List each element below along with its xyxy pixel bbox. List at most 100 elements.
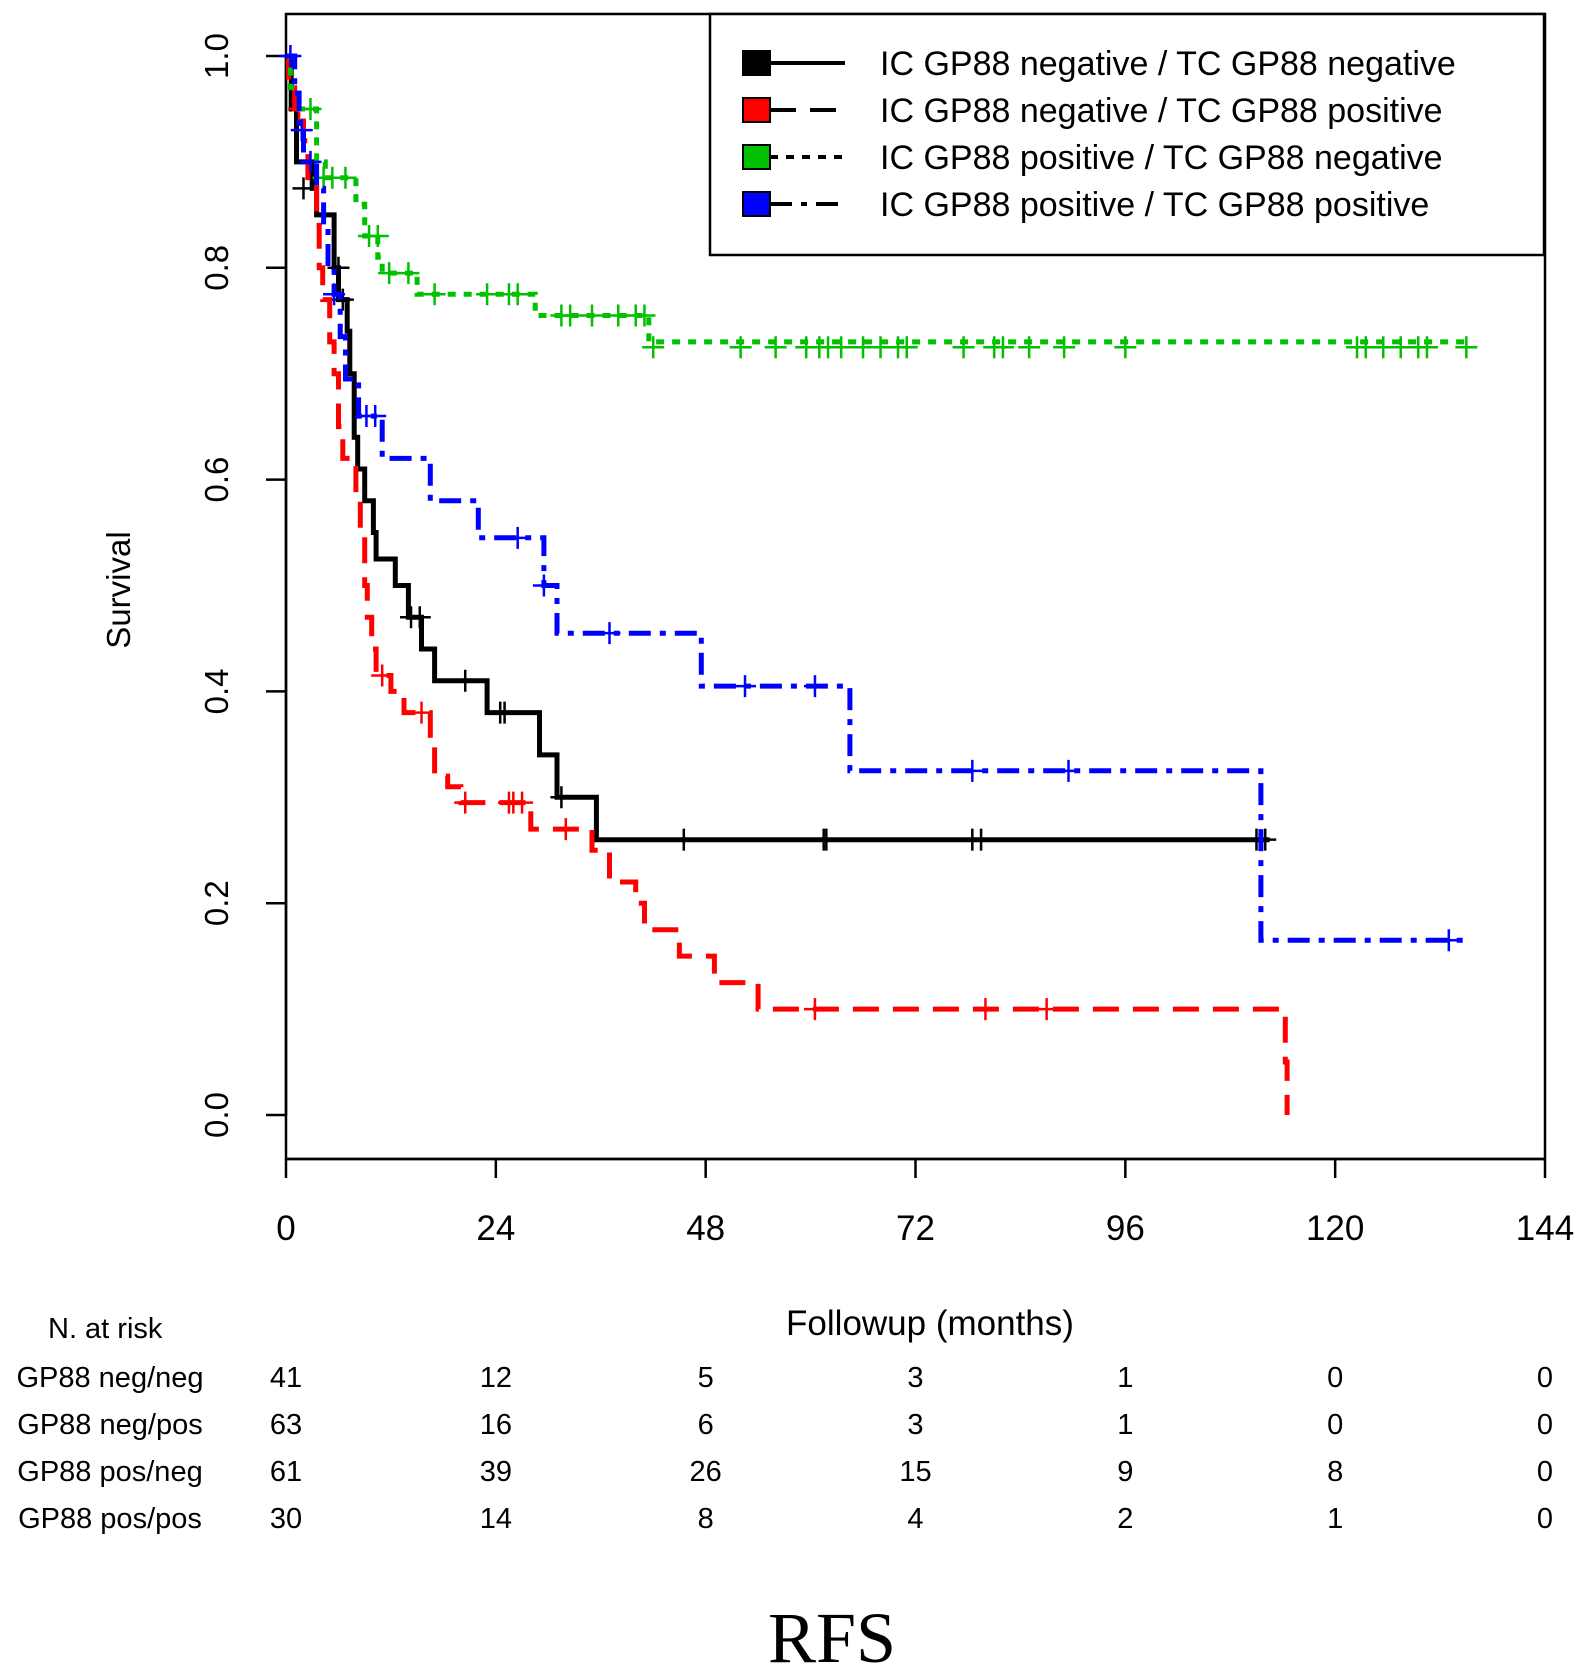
risk-value: 12 — [480, 1362, 512, 1394]
censor-mark — [371, 664, 394, 687]
risk-value: 39 — [480, 1456, 512, 1488]
x-tick-label-48: 48 — [686, 1209, 725, 1248]
x-tick-label-0: 0 — [276, 1209, 295, 1248]
censor-mark — [408, 606, 431, 629]
censor-mark — [970, 828, 993, 851]
censor-mark — [506, 526, 529, 549]
risk-value: 5 — [698, 1362, 714, 1394]
risk-value: 0 — [1537, 1362, 1553, 1394]
censor-mark — [299, 150, 322, 173]
legend-label: IC GP88 positive / TC GP88 negative — [880, 139, 1443, 177]
risk-value: 41 — [270, 1362, 302, 1394]
censor-mark — [290, 119, 313, 142]
legend-swatch — [742, 191, 771, 217]
risk-value: 16 — [480, 1409, 512, 1441]
legend-item-4: IC GP88 positive / TC GP88 positive — [742, 186, 1429, 224]
risk-row-label: GP88 pos/neg — [17, 1456, 202, 1488]
legend-item-2: IC GP88 negative / TC GP88 positive — [742, 92, 1443, 130]
legend-swatch — [742, 50, 771, 76]
legend-label: IC GP88 positive / TC GP88 positive — [880, 186, 1429, 224]
series-line-2 — [286, 53, 1290, 1115]
censor-mark — [1053, 336, 1076, 359]
censor-mark — [397, 262, 420, 285]
risk-value: 6 — [698, 1409, 714, 1441]
risk-value: 1 — [1117, 1409, 1133, 1441]
y-tick-labels: 0.0 0.2 0.4 0.6 0.8 1.0 — [198, 33, 235, 1138]
risk-value: 9 — [1117, 1456, 1133, 1488]
y-tick-label-4: 0.8 — [198, 245, 235, 291]
censor-mark — [364, 405, 387, 428]
censor-mark — [378, 262, 401, 285]
y-tick-label-1: 0.2 — [198, 880, 235, 926]
censor-mark — [734, 675, 757, 698]
legend-swatch — [742, 144, 771, 170]
censor-mark — [323, 283, 346, 306]
risk-value: 30 — [270, 1503, 302, 1535]
censor-mark — [1114, 336, 1137, 359]
risk-table-header: N. at risk — [48, 1313, 163, 1345]
risk-value: 4 — [907, 1503, 923, 1535]
censor-mark — [895, 336, 918, 359]
censor-mark — [1035, 998, 1058, 1021]
risk-value: 15 — [899, 1456, 931, 1488]
censor-mark — [1437, 929, 1460, 952]
censor-mark — [410, 701, 433, 724]
risk-row-label: GP88 neg/pos — [17, 1409, 202, 1441]
risk-row-4: GP88 pos/pos 30 14 8 4 2 1 0 — [18, 1503, 1553, 1535]
censor-mark — [729, 336, 752, 359]
censor-mark — [961, 759, 984, 782]
chart-title: RFS — [768, 1598, 896, 1678]
risk-value: 26 — [690, 1456, 722, 1488]
censor-mark — [581, 304, 604, 327]
risk-value: 0 — [1327, 1362, 1343, 1394]
legend-label: IC GP88 negative / TC GP88 negative — [880, 45, 1456, 83]
censor-mark — [952, 336, 975, 359]
series-4 — [279, 45, 1467, 952]
censor-mark — [642, 336, 665, 359]
censor-mark — [493, 701, 516, 724]
risk-value: 8 — [1327, 1456, 1343, 1488]
censor-mark — [550, 786, 573, 809]
y-tick-label-2: 0.4 — [198, 668, 235, 714]
censor-mark — [1254, 828, 1277, 851]
risk-value: 1 — [1117, 1362, 1133, 1394]
censor-mark — [1018, 336, 1041, 359]
y-tick-label-3: 0.6 — [198, 457, 235, 503]
x-tick-label-72: 72 — [896, 1209, 935, 1248]
censor-mark — [803, 998, 826, 1021]
censor-mark — [279, 45, 302, 67]
censor-mark — [476, 283, 499, 306]
legend-label: IC GP88 negative / TC GP88 positive — [880, 92, 1443, 130]
legend: IC GP88 negative / TC GP88 negative IC GP… — [708, 12, 1546, 257]
censor-mark — [299, 97, 322, 120]
risk-value: 61 — [270, 1456, 302, 1488]
censor-mark — [454, 669, 477, 692]
legend-item-3: IC GP88 positive / TC GP88 negative — [742, 139, 1443, 177]
risk-row-label: GP88 pos/pos — [18, 1503, 202, 1535]
risk-value: 0 — [1327, 1409, 1343, 1441]
y-axis-label: Survival — [100, 531, 137, 648]
censor-mark — [633, 304, 656, 327]
censor-mark — [830, 336, 853, 359]
censor-mark — [532, 574, 555, 597]
y-tick-label-5: 1.0 — [198, 33, 235, 79]
censor-mark — [1415, 336, 1438, 359]
series-group — [279, 45, 1478, 1115]
risk-row-3: GP88 pos/neg 61 39 26 15 9 8 0 — [17, 1456, 1553, 1488]
censor-mark — [1455, 336, 1478, 359]
x-tick-label-144: 144 — [1516, 1209, 1574, 1248]
risk-row-label: GP88 neg/neg — [16, 1362, 203, 1394]
risk-value: 63 — [270, 1409, 302, 1441]
legend-box — [708, 12, 1546, 257]
legend-swatch — [742, 97, 771, 123]
censor-mark — [764, 336, 787, 359]
risk-value: 2 — [1117, 1503, 1133, 1535]
censor-mark — [506, 283, 529, 306]
risk-value: 0 — [1537, 1456, 1553, 1488]
risk-value: 0 — [1537, 1409, 1553, 1441]
risk-value: 0 — [1537, 1503, 1553, 1535]
x-axis — [284, 1157, 1547, 1178]
censor-mark — [1057, 759, 1080, 782]
legend-item-1: IC GP88 negative / TC GP88 negative — [742, 45, 1456, 83]
